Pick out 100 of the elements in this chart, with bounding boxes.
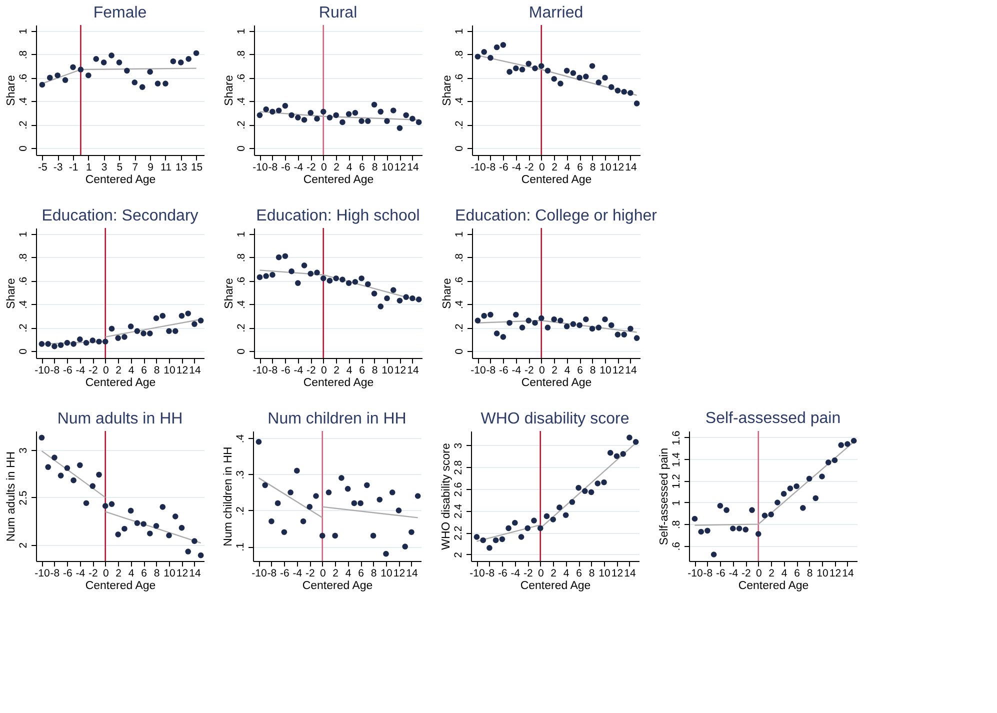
y-tick-label: .2 [234,506,246,516]
x-tick-label: 14 [624,568,636,580]
x-tick-label: 0 [538,364,545,376]
y-tick-label: .8 [18,50,30,60]
x-tick-label: 4 [346,364,352,376]
x-tick-label: -6 [280,568,290,580]
x-tick-label: 11 [160,162,172,174]
y-tick-label: .8 [670,520,682,530]
y-tick-label: 0 [18,348,30,354]
y-tick-label: .6 [236,74,248,83]
y-tick-label: .6 [236,276,248,286]
x-tick-label: 8 [588,568,595,580]
x-tick-label: 12 [393,568,406,580]
y-tick-label: .8 [236,50,248,60]
x-tick-label: 6 [141,568,148,580]
x-tick-label: 4 [563,568,570,580]
x-tick-label: 14 [406,568,418,580]
y-tick-label: .8 [454,50,466,60]
y-axis-title: Share [224,278,236,309]
x-tick-label: 14 [407,162,419,174]
y-tick-label: 2.2 [452,526,464,540]
x-tick-label: -4 [512,162,522,174]
y-axis-title: WHO disability score [440,443,452,550]
x-tick-label: -10 [34,568,50,580]
x-tick-label: -1 [68,162,78,174]
y-tick-label: 0 [454,348,466,354]
x-tick-label: 4 [564,162,570,174]
x-tick-label: -8 [268,364,278,376]
x-tick-label: -8 [268,162,278,174]
x-tick-label: -8 [485,568,495,580]
x-tick-label: -8 [50,364,60,376]
x-tick-label: -6 [499,162,509,174]
x-tick-label: -2 [306,162,316,174]
x-tick-label: 12 [611,568,624,580]
x-tick-label: -2 [88,568,98,580]
x-tick-label: 6 [359,162,366,174]
x-tick-label: -10 [470,568,485,580]
y-tick-label: 0 [454,145,466,152]
x-tick-label: 10 [600,364,612,376]
x-tick-label: -4 [76,568,86,580]
y-axis-title: Share [6,278,18,309]
x-tick-label: -4 [728,568,738,580]
y-tick-label: .2 [236,120,248,130]
x-tick-label: -6 [281,162,291,174]
x-tick-label: 1 [86,162,92,174]
y-tick-label: .8 [454,253,466,262]
chart-title: Num children in HH [268,410,406,428]
x-tick-label: -10 [34,364,50,376]
y-tick-label: 2.6 [452,482,464,497]
x-tick-label: -2 [306,364,316,376]
y-tick-label: 0 [18,145,30,152]
x-tick-label: 7 [132,162,138,174]
x-tick-label: 8 [154,568,160,580]
x-tick-label: -8 [50,568,60,580]
x-tick-label: 14 [407,364,419,376]
x-tick-label: 4 [128,364,134,376]
x-tick-label: -4 [76,364,86,376]
x-tick-label: -10 [470,162,486,174]
x-tick-label: -6 [499,364,509,376]
x-tick-label: 2 [768,568,775,580]
y-tick-label: .4 [454,97,466,106]
y-tick-label: .4 [18,300,30,310]
x-tick-label: 0 [538,162,545,174]
x-tick-label: -2 [305,568,315,580]
x-tick-label: 15 [190,162,203,174]
y-tick-label: .2 [454,324,466,332]
y-tick-label: 2 [18,542,30,548]
x-tick-label: 6 [358,568,364,580]
x-tick-label: 6 [577,364,584,376]
x-tick-label: -10 [688,568,703,580]
y-tick-label: 1 [18,28,30,34]
chart-title: Education: Secondary [42,207,198,224]
x-tick-label: 6 [794,568,800,580]
y-axis-title: Share [442,75,454,106]
chart-title: Self-assessed pain [705,410,841,428]
y-axis-title: Share [6,75,18,106]
x-tick-label: 4 [346,162,352,174]
y-tick-label: .6 [454,276,466,286]
x-tick-label: -4 [294,162,304,174]
y-tick-label: .4 [236,97,248,106]
y-tick-label: 1 [454,28,466,34]
x-tick-label: 6 [576,568,582,580]
x-tick-label: 2 [116,364,122,376]
y-tick-label: 3 [18,447,30,454]
x-tick-label: 10 [380,568,392,580]
y-tick-label: .3 [234,470,246,480]
x-axis-title: Centered Age [85,377,156,389]
x-tick-label: 12 [394,162,406,174]
y-tick-label: .2 [18,324,30,332]
x-tick-label: -2 [523,568,533,580]
chart-title: Rural [318,4,358,22]
x-tick-label: 10 [382,162,394,174]
x-tick-label: 10 [816,568,828,580]
chart-title: Female [93,4,147,22]
x-tick-label: 14 [189,364,201,376]
x-tick-label: 10 [164,568,176,580]
x-tick-label: -6 [498,568,508,580]
x-tick-label: -8 [486,162,496,174]
x-tick-label: 12 [176,568,188,580]
x-tick-label: 0 [538,568,544,580]
